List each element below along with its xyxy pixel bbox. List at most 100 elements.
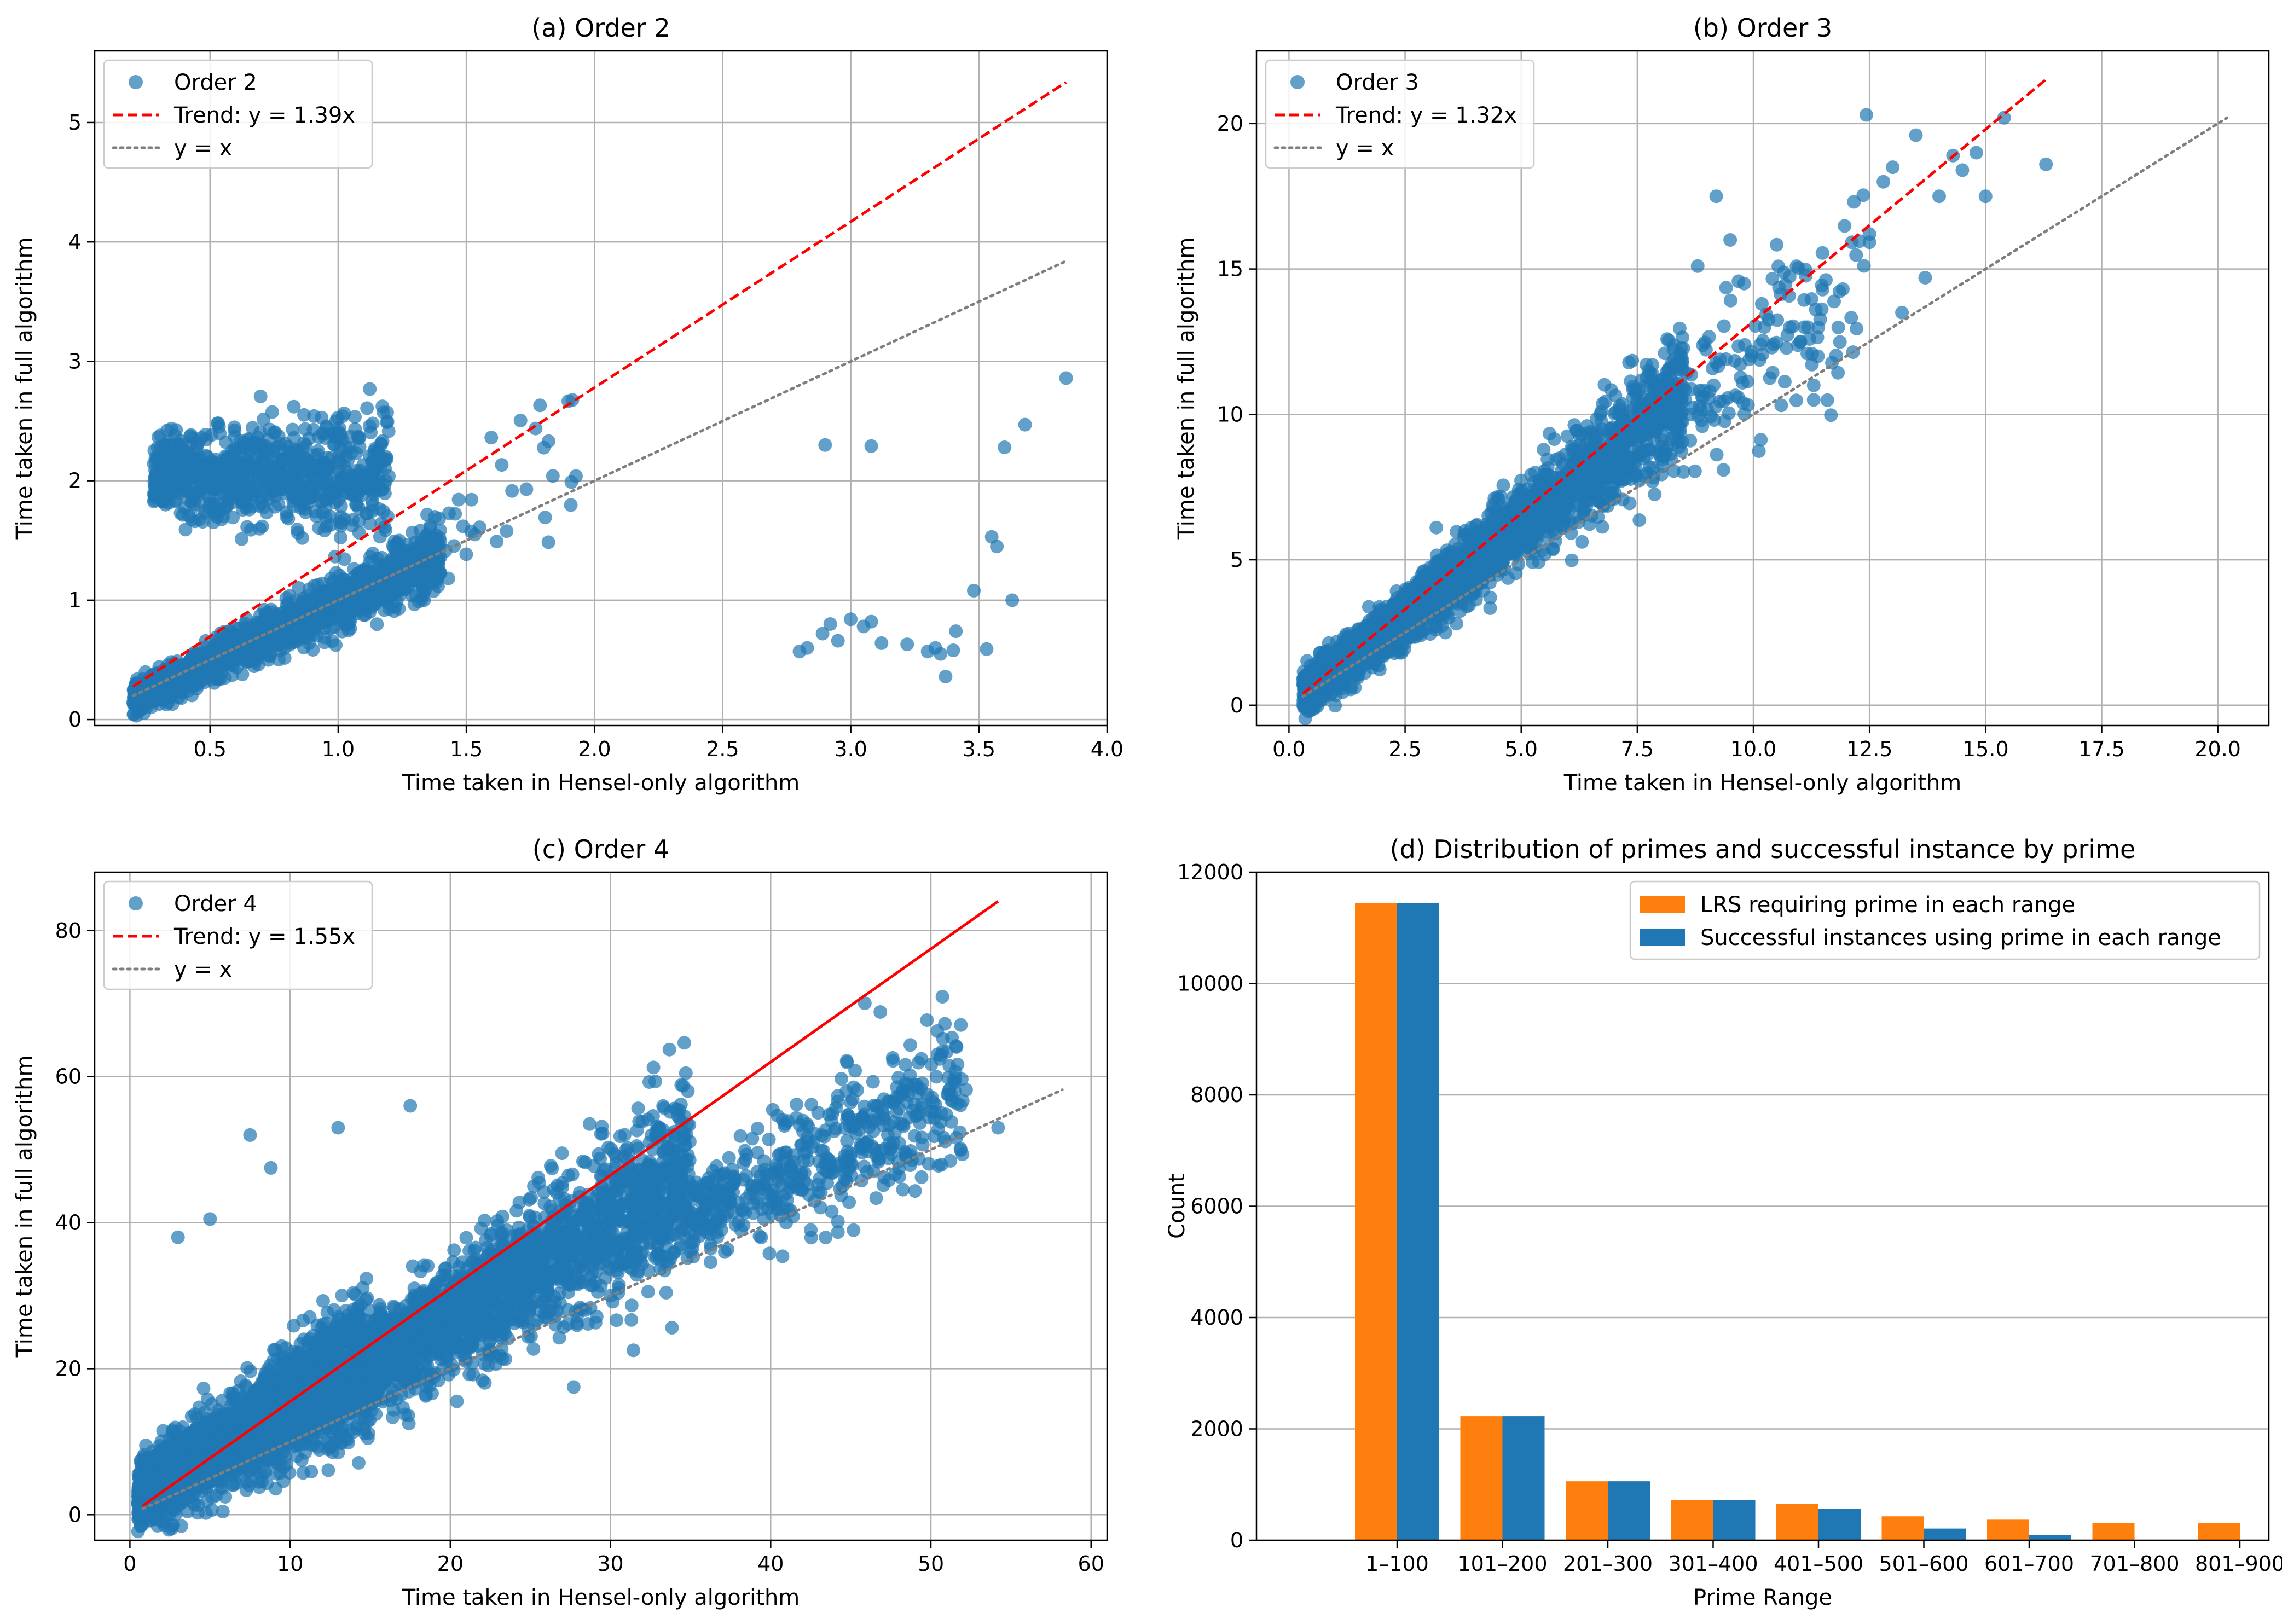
scatter-point: [312, 430, 326, 444]
scatter-point: [1018, 417, 1032, 432]
scatter-point: [441, 571, 455, 585]
scatter-point: [251, 431, 265, 444]
scatter-point: [169, 493, 183, 507]
scatter-point: [1820, 393, 1834, 407]
legend-label: Trend: y = 1.32x: [1335, 103, 1517, 128]
x-tick-label: 20: [437, 1552, 464, 1576]
scatter-point: [251, 622, 265, 636]
x-tick-label: 7.5: [1621, 737, 1654, 761]
scatter-point: [378, 486, 392, 501]
scatter-point: [224, 624, 239, 639]
scatter-point: [227, 475, 241, 489]
x-tick-label: 3.5: [963, 737, 995, 761]
scatter-point: [1744, 345, 1758, 359]
scatter-point: [330, 426, 344, 440]
x-tick-label: 0: [123, 1552, 136, 1576]
scatter-point: [1639, 358, 1653, 372]
scatter-point: [1955, 163, 1970, 177]
scatter-point: [1710, 448, 1724, 462]
scatter-point: [495, 458, 509, 472]
scatter-point: [459, 547, 473, 561]
scatter-point: [1005, 593, 1020, 607]
scatter-point: [210, 416, 224, 431]
y-tick-label: 0: [68, 707, 82, 732]
scatter-point: [387, 534, 402, 548]
x-axis-label: Time taken in Hensel-only algorithm: [1563, 770, 1962, 796]
scatter-point: [350, 575, 364, 589]
scatter-point: [159, 497, 172, 512]
scatter-point: [126, 707, 141, 722]
scatter-point: [519, 482, 534, 496]
scatter-point: [1429, 520, 1444, 535]
scatter-point: [448, 507, 462, 521]
x-tick-label: 0.0: [1272, 737, 1305, 761]
scatter-point: [1549, 453, 1563, 466]
scatter-point: [416, 564, 430, 578]
scatter-point: [831, 634, 845, 648]
scatter-point: [1780, 341, 1793, 355]
x-tick-label: 10.0: [1730, 737, 1777, 761]
x-axis-label: Time taken in Hensel-only algorithm: [402, 770, 800, 796]
scatter-point: [1648, 488, 1662, 501]
scatter-point: [288, 474, 302, 488]
scatter-point: [333, 530, 347, 544]
scatter-point: [1709, 189, 1723, 204]
scatter-point: [980, 642, 994, 656]
scatter-point: [241, 486, 255, 500]
x-tick-label: 12.5: [1846, 737, 1893, 761]
scatter-point: [253, 389, 268, 403]
legend-label: Order 2: [174, 70, 257, 95]
scatter-point: [307, 466, 321, 480]
scatter-point: [240, 520, 254, 534]
y-axis-label: Time taken in full algorithm: [12, 1055, 37, 1358]
scatter-point: [490, 535, 504, 549]
scatter-point: [1524, 468, 1538, 482]
scatter-point: [1664, 420, 1677, 434]
x-tick-label: 2.5: [706, 737, 739, 761]
scatter-point: [541, 535, 555, 549]
scatter-point: [844, 612, 858, 627]
x-tick-label: 3.0: [834, 737, 867, 761]
scatter-point: [261, 613, 275, 627]
scatter-point: [273, 437, 287, 451]
scatter-point: [1770, 237, 1784, 252]
scatter-point: [319, 419, 333, 433]
scatter-point: [1717, 319, 1731, 333]
scatter-point: [874, 636, 889, 650]
scatter-point: [306, 628, 320, 642]
scatter-point: [226, 511, 240, 525]
scatter-point: [1815, 302, 1829, 316]
x-tick-label: 50: [918, 1552, 944, 1576]
scatter-point: [1469, 593, 1483, 607]
scatter-point: [1850, 322, 1864, 335]
scatter-point: [1483, 601, 1497, 615]
scatter-point: [380, 415, 394, 430]
scatter-point: [352, 501, 366, 515]
y-tick-label: 20: [55, 1356, 82, 1381]
scatter-point: [1777, 375, 1792, 389]
scatter-point: [484, 431, 499, 445]
y-tick-label: 5: [68, 111, 82, 135]
legend-label: y = x: [1336, 136, 1394, 161]
y-tick-label: 40: [55, 1211, 82, 1235]
scatter-point: [320, 519, 334, 533]
scatter-point: [1572, 508, 1586, 523]
y-tick-label: 60: [55, 1065, 82, 1089]
scatter-point: [1628, 467, 1642, 481]
scatter-point: [1832, 285, 1846, 299]
scatter-point: [189, 673, 203, 687]
scatter-point: [363, 382, 377, 396]
scatter-point: [1555, 501, 1569, 515]
scatter-point: [1660, 332, 1674, 346]
chart-title: (c) Order 4: [532, 834, 669, 864]
scatter-point: [818, 438, 832, 452]
scatter-point: [1856, 188, 1870, 202]
scatter-point: [967, 583, 981, 598]
scatter-point: [465, 492, 479, 507]
scatter-point: [864, 614, 878, 629]
scatter-point: [1368, 656, 1382, 670]
scatter-series: [126, 371, 1073, 723]
y-tick-label: 0: [1230, 693, 1243, 717]
